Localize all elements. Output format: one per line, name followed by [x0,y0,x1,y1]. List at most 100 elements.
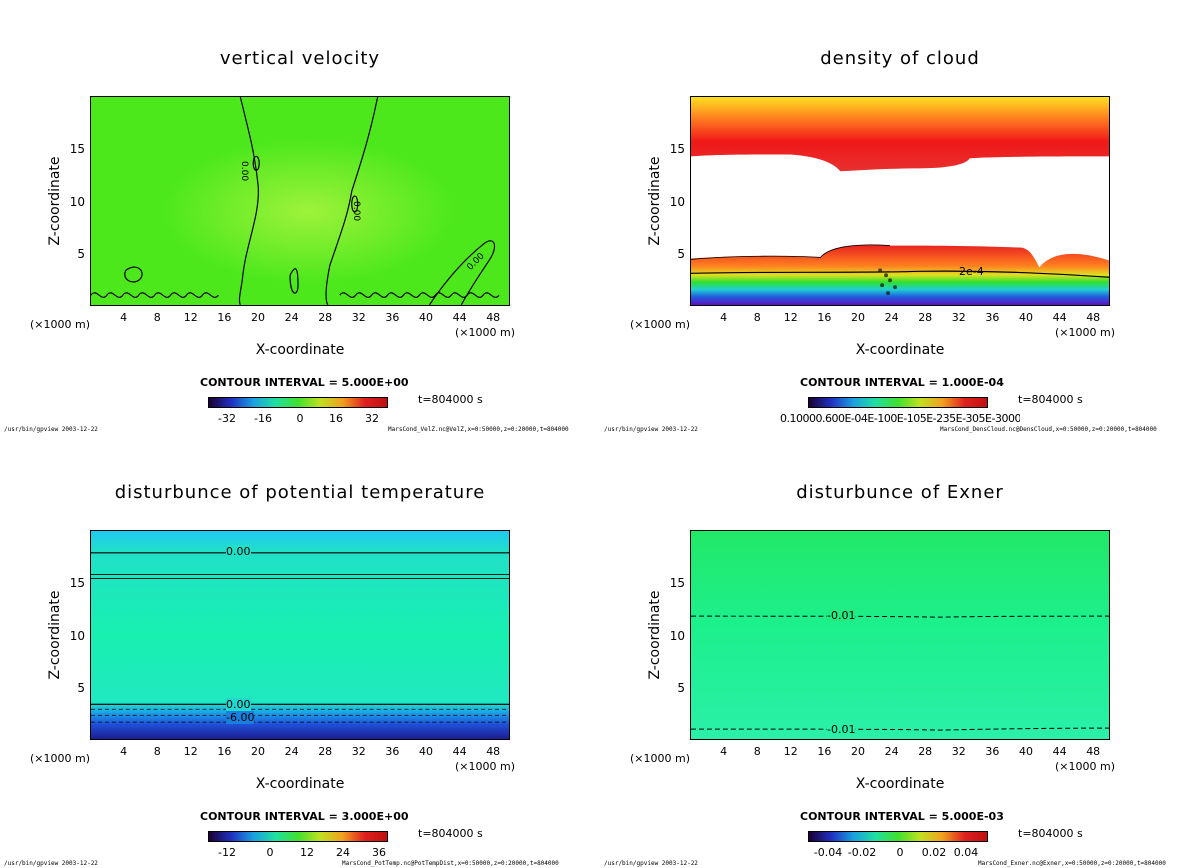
chart-title: disturbunce of potential temperature [114,482,486,503]
footer-right: MarsCond_Exner.nc@Exner,x=0:50000,z=0:20… [978,860,1166,867]
x-tick-label: 8 [753,311,761,324]
footer-right: MarsCond_PotTemp.nc@PotTempDist,x=0:5000… [342,860,559,867]
x-axis-label: X-coordinate [255,342,345,358]
x-tick-label: 16 [817,311,832,324]
x-tick-label: 36 [985,745,1000,758]
colorbar-tick: 0 [266,846,274,859]
x-tick-label: 20 [851,311,865,324]
exner-field [691,531,1109,739]
plot-area: 2e-4 [690,96,1110,306]
x-unit-left: (×1000 m) [30,752,91,765]
x-tick-label: 44 [1052,745,1067,758]
x-tick-label: 28 [318,745,333,758]
x-tick-label: 48 [1086,745,1101,758]
x-tick-label: 12 [183,745,198,758]
y-tick-label: 15 [669,142,685,156]
x-tick-label: 24 [884,745,899,758]
x-tick-label: 16 [817,745,832,758]
colorbar-tick: 0.02 [921,846,947,859]
x-axis-label: X-coordinate [255,776,345,792]
x-tick-label: 28 [918,311,933,324]
x-tick-label: 8 [153,311,161,324]
contour-label: -0.01 [827,609,856,622]
contour-interval: CONTOUR INTERVAL = 1.000E-04 [800,376,1004,389]
colorbar-tick: -32 [218,412,236,425]
contour-label: -6.00 [226,711,255,724]
colorbar [808,397,988,408]
cloud-field [691,97,1109,305]
colorbar-tick: 0.04 [953,846,979,859]
y-tick-label: 10 [69,629,85,643]
x-tick-label: 32 [951,311,966,324]
x-tick-label: 28 [918,745,933,758]
y-tick-label: 15 [669,576,685,590]
velocity-field [91,97,509,305]
colorbar-tick: -0.04 [813,846,843,859]
x-unit-right: (×1000 m) [455,760,516,773]
x-unit-right: (×1000 m) [1055,326,1116,339]
colorbar-tick: -0.02 [847,846,877,859]
x-tick-label: 20 [251,311,265,324]
x-tick-label: 32 [351,745,366,758]
x-unit-right: (×1000 m) [455,326,516,339]
x-unit-left: (×1000 m) [630,318,691,331]
x-tick-label: 32 [351,311,366,324]
x-unit-right: (×1000 m) [1055,760,1116,773]
x-tick-label: 8 [753,745,761,758]
x-tick-label: 48 [486,311,501,324]
colorbar [208,831,388,842]
x-tick-label: 36 [385,311,400,324]
footer-right: MarsCond_VelZ.nc@VelZ,x=0:50000,z=0:2000… [388,426,569,433]
x-tick-label: 20 [851,745,865,758]
chart-title: disturbunce of Exner [796,482,1004,503]
colorbar-tick: 16 [329,412,343,425]
plot-area: -0.01 -0.01 [690,530,1110,740]
x-tick-label: 44 [1052,311,1067,324]
y-tick-label: 5 [77,681,85,695]
y-tick-label: 10 [69,195,85,209]
y-tick-label: 15 [69,576,85,590]
x-tick-label: 4 [720,311,728,324]
x-tick-label: 36 [985,311,1000,324]
x-axis-label: X-coordinate [855,342,945,358]
contour-label: 0.00 [351,201,361,222]
x-tick-label: 44 [452,745,467,758]
x-unit-left: (×1000 m) [630,752,691,765]
footer-left: /usr/bin/gpview 2003-12-22 [4,426,98,433]
x-tick-label: 44 [452,311,467,324]
colorbar-tick: 0 [296,412,304,425]
colorbar [208,397,388,408]
x-tick-label: 16 [217,311,232,324]
colorbar-tick: 36 [372,846,386,859]
contour-interval: CONTOUR INTERVAL = 3.000E+00 [200,810,409,823]
footer-right: MarsCond_DensCloud.nc@DensCloud,x=0:5000… [940,426,1157,433]
y-tick-label: 5 [77,247,85,261]
footer-left: /usr/bin/gpview 2003-12-22 [604,426,698,433]
chart-title: vertical velocity [219,48,381,69]
panel-vertical-velocity: vertical velocity Z-coordinate 15 10 5 [0,0,600,434]
plot-area: 0.00 0.00 0.00 [90,96,510,306]
colorbar-ticks: 0.10000.600E-04E-100E-105E-235E-305E-300… [780,412,1020,425]
colorbar-tick: 32 [365,412,379,425]
colorbar [808,831,988,842]
time-stamp: t=804000 s [418,393,483,406]
x-tick-label: 48 [486,745,501,758]
colorbar-tick: -12 [218,846,236,859]
x-tick-label: 40 [419,311,433,324]
colorbar-tick: -16 [254,412,272,425]
x-tick-label: 40 [1019,745,1033,758]
time-stamp: t=804000 s [1018,827,1083,840]
panel-density-of-cloud: density of cloud Z-coordinate 15 10 5 [600,0,1200,434]
chart-title: density of cloud [820,48,980,69]
y-tick-label: 15 [69,142,85,156]
x-tick-label: 4 [720,745,728,758]
time-stamp: t=804000 s [418,827,483,840]
y-tick-label: 10 [669,629,685,643]
footer-left: /usr/bin/gpview 2003-12-22 [4,860,98,867]
x-tick-label: 40 [1019,311,1033,324]
x-tick-label: 48 [1086,311,1101,324]
x-tick-label: 16 [217,745,232,758]
panel-exner: disturbunce of Exner Z-coordinate 15 10 … [600,434,1200,868]
contour-label: 2e-4 [959,265,984,278]
x-tick-label: 4 [120,745,128,758]
